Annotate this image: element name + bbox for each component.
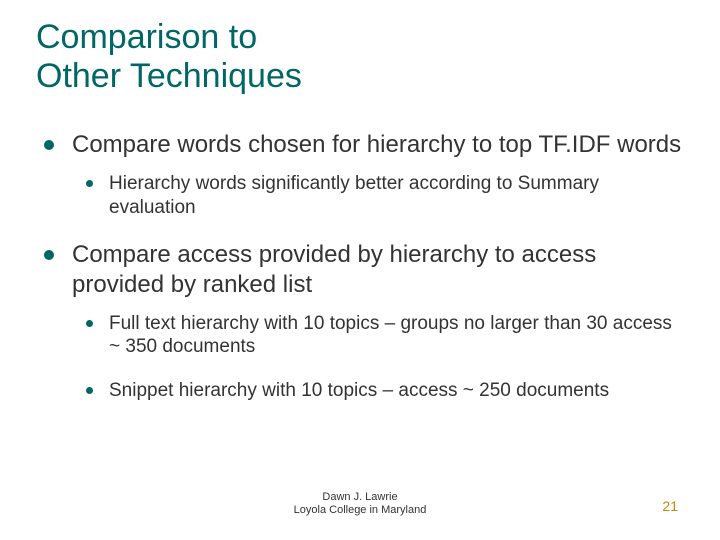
bullet-level2: Full text hierarchy with 10 topics – gro… bbox=[86, 312, 684, 360]
slide-title: Comparison toOther Techniques bbox=[36, 18, 684, 96]
page-number: 21 bbox=[662, 498, 678, 514]
bullet-icon bbox=[86, 320, 93, 327]
bullet-icon bbox=[86, 387, 93, 394]
bullet-icon bbox=[44, 250, 54, 260]
bullet-level2: Hierarchy words significantly better acc… bbox=[86, 172, 684, 220]
bullet-text: Hierarchy words significantly better acc… bbox=[109, 172, 684, 220]
bullet-text: Full text hierarchy with 10 topics – gro… bbox=[109, 312, 684, 360]
footer-author: Dawn J. Lawrie Loyola College in Marylan… bbox=[0, 491, 720, 519]
bullet-text: Snippet hierarchy with 10 topics – acces… bbox=[109, 379, 609, 403]
bullet-text: Compare words chosen for hierarchy to to… bbox=[72, 130, 681, 160]
title-line: Other Techniques bbox=[36, 57, 302, 95]
footer-line-2: Loyola College in Maryland bbox=[294, 504, 427, 516]
bullet-level1: Compare words chosen for hierarchy to to… bbox=[36, 130, 684, 160]
bullet-icon bbox=[86, 180, 93, 187]
bullet-level2: Snippet hierarchy with 10 topics – acces… bbox=[86, 379, 684, 403]
footer-line-1: Dawn J. Lawrie bbox=[322, 491, 397, 503]
title-line: Comparison to bbox=[36, 18, 257, 56]
bullet-icon bbox=[44, 140, 54, 150]
bullet-text: Compare access provided by hierarchy to … bbox=[72, 240, 684, 300]
bullet-level1: Compare access provided by hierarchy to … bbox=[36, 240, 684, 300]
